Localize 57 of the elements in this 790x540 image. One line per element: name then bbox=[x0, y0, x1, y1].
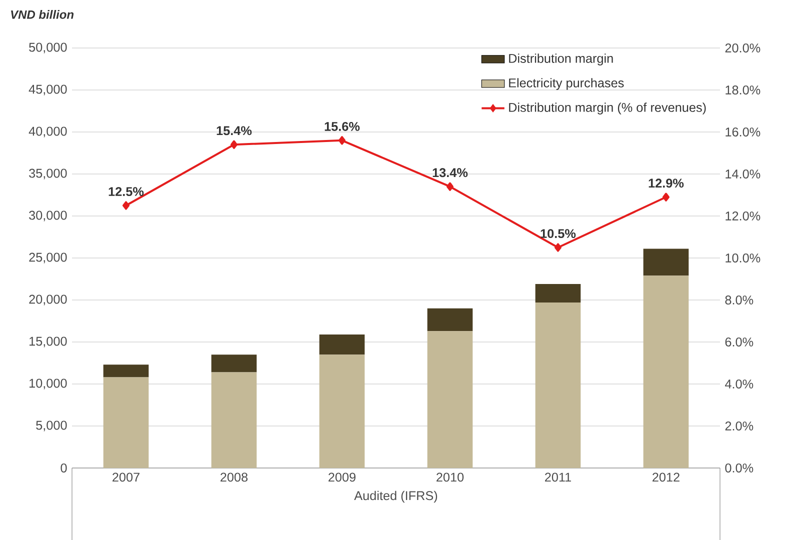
point bbox=[446, 182, 454, 191]
point bbox=[662, 192, 670, 202]
data-label: 15.6% bbox=[324, 122, 360, 131]
point bbox=[338, 136, 346, 145]
x-tick-label: 2007 bbox=[112, 472, 140, 482]
bar bbox=[427, 331, 473, 468]
x-tick-label: 2010 bbox=[436, 472, 464, 482]
y-axis-title: VND billion bbox=[11, 10, 74, 19]
y-tick-label: 20,000 bbox=[29, 294, 67, 306]
data-label: 12.9% bbox=[648, 178, 684, 188]
x-tick-label: 2008 bbox=[220, 472, 248, 482]
y2-tick-label: 8.0% bbox=[725, 296, 754, 304]
bar bbox=[643, 276, 689, 468]
x-tick-label: 2009 bbox=[328, 472, 356, 482]
x-tick-label: 2012 bbox=[652, 472, 680, 482]
bar bbox=[211, 354, 257, 372]
y2-tick-label: 16.0% bbox=[726, 128, 760, 136]
y-tick-label: 45,000 bbox=[28, 84, 67, 96]
y2-tick-label: 6.0% bbox=[725, 338, 754, 346]
y2-tick-label: 12.0% bbox=[726, 212, 760, 220]
point bbox=[122, 201, 130, 210]
bar bbox=[103, 377, 149, 468]
y2-tick-label: 2.0% bbox=[725, 422, 754, 430]
x-tick-label: 2011 bbox=[545, 472, 571, 482]
y2-tick-label: 18.0% bbox=[726, 86, 760, 94]
y2-tick-label: 0.0% bbox=[725, 464, 754, 472]
y-tick-label: 5,000 bbox=[36, 420, 67, 432]
point bbox=[230, 140, 238, 149]
x-axis-title: Audited (IFRS) bbox=[354, 490, 438, 503]
y2-tick-label: 10.0% bbox=[726, 254, 760, 262]
bar bbox=[319, 354, 365, 468]
data-label: 12.5% bbox=[108, 187, 144, 196]
bar bbox=[211, 372, 257, 468]
y-tick-label: 35,000 bbox=[29, 168, 67, 180]
y-tick-label: 30,000 bbox=[29, 210, 67, 222]
bar bbox=[535, 284, 581, 303]
legend-label: Distribution margin bbox=[509, 54, 613, 66]
y2-tick-label: 14.0% bbox=[726, 170, 760, 178]
y-tick-label: 15,000 bbox=[30, 336, 67, 348]
y-tick-label: 25,000 bbox=[29, 252, 67, 264]
data-label: 15.4% bbox=[216, 126, 252, 136]
bar bbox=[643, 248, 689, 276]
data-label: 13.4% bbox=[432, 168, 468, 178]
y-tick-label: 10,000 bbox=[30, 378, 67, 390]
y-tick-label: 0 bbox=[60, 464, 67, 472]
y-tick-label: 50,000 bbox=[29, 42, 67, 54]
bar bbox=[427, 308, 473, 332]
legend-label: Distribution margin (% of revenues) bbox=[509, 102, 706, 114]
data-label: 10.5% bbox=[540, 229, 576, 238]
bar bbox=[535, 302, 581, 468]
legend-label: Electricity purchases bbox=[509, 78, 624, 90]
bar bbox=[319, 334, 365, 355]
y2-tick-label: 20.0% bbox=[725, 44, 760, 52]
y2-tick-label: 4.0% bbox=[725, 380, 754, 388]
bar bbox=[103, 364, 149, 378]
y-tick-label: 40,000 bbox=[28, 126, 67, 138]
point bbox=[554, 243, 562, 252]
